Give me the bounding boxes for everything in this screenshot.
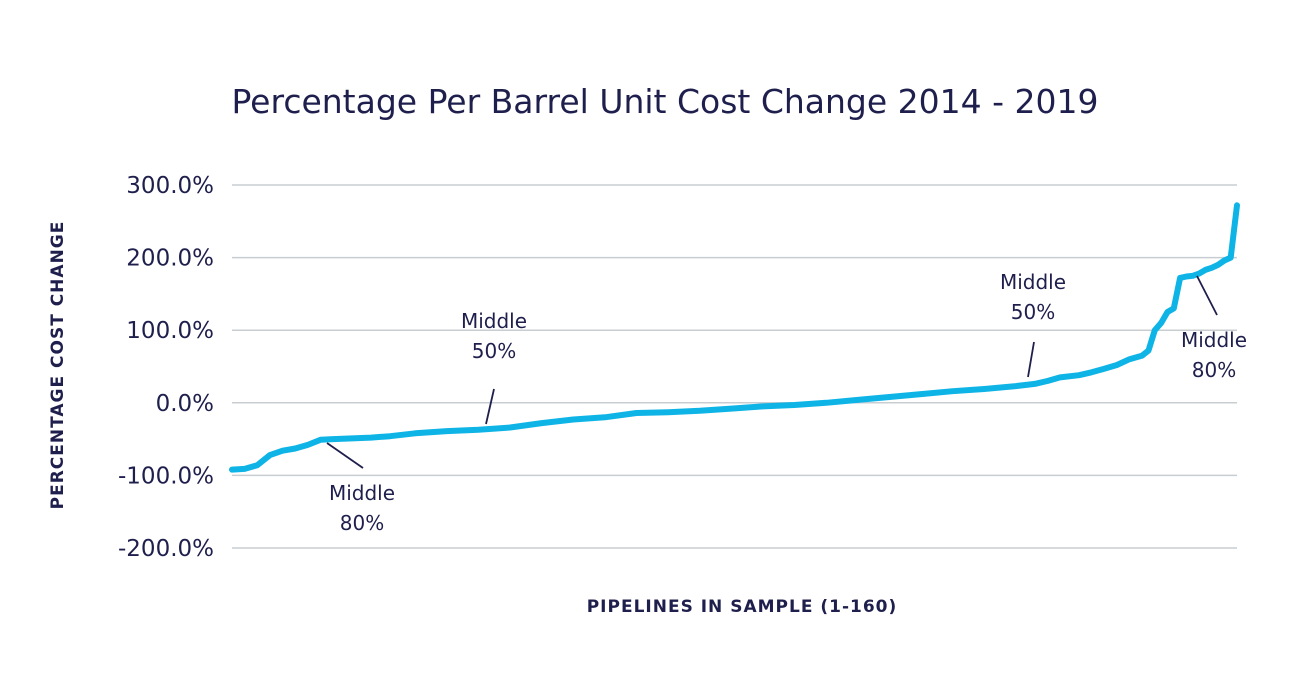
x-axis-label: PIPELINES IN SAMPLE (1-160)	[587, 597, 898, 617]
annotation-leader-line	[1027, 341, 1035, 378]
annotation-text: Middle	[461, 309, 527, 333]
y-tick-label: 100.0%	[126, 318, 214, 344]
annotation-leader-line	[485, 388, 495, 425]
annotations: Middle 80% Middle 50% Middle 50% Middle 80%	[326, 270, 1247, 535]
annotation: Middle 50%	[461, 309, 527, 425]
y-tick-label: 300.0%	[126, 173, 214, 199]
annotation-text: Middle	[329, 481, 395, 505]
annotation-text: Middle	[1181, 328, 1247, 352]
chart-title: Percentage Per Barrel Unit Cost Change 2…	[231, 82, 1098, 121]
y-axis-ticks: 300.0% 200.0% 100.0% 0.0% -100.0% -200.0%	[118, 173, 214, 562]
annotation-text: 50%	[472, 339, 516, 363]
y-tick-label: -200.0%	[118, 536, 214, 562]
y-tick-label: -100.0%	[118, 463, 214, 489]
y-tick-label: 0.0%	[156, 391, 214, 417]
series-layer	[229, 202, 1240, 473]
series-line	[229, 202, 1240, 473]
annotation-text: Middle	[1000, 270, 1066, 294]
annotation-text: 80%	[1192, 358, 1236, 382]
annotation-text: 50%	[1011, 300, 1055, 324]
y-axis-label: PERCENTAGE COST CHANGE	[48, 221, 68, 510]
annotation: Middle 80%	[326, 442, 395, 535]
annotation: Middle 80%	[1181, 275, 1247, 382]
annotation-leader-line	[326, 442, 364, 469]
annotation-text: 80%	[340, 511, 384, 535]
grid-lines	[232, 184, 1237, 549]
annotation: Middle 50%	[1000, 270, 1066, 378]
y-tick-label: 200.0%	[126, 246, 214, 272]
annotation-leader-line	[1196, 275, 1218, 316]
